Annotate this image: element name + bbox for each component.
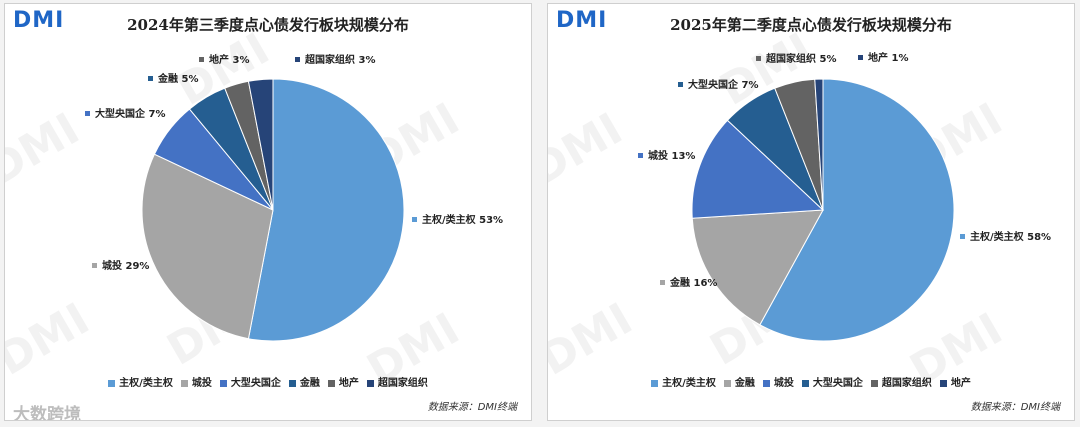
legend-label: 地产 <box>950 378 971 389</box>
source-note: 数据来源：DMI终端 <box>427 402 517 413</box>
legend-item: 地产 <box>327 374 359 389</box>
legend-swatch <box>870 379 878 387</box>
legend-label: 大型央国企 <box>812 378 863 389</box>
dmi-logo: DMI <box>556 8 608 33</box>
pie-chart: 主权/类主权 58% 金融 16% 城投 13% 大型央国企 7% 超国家组织 5% 地产… <box>638 51 1051 342</box>
legend-item: 地产 <box>939 374 971 389</box>
brand-overlay: 大数跨境 <box>13 405 81 421</box>
pie-chart: 主权/类主权 53% 城投 29% 大型央国企 7% 金融 5% 地产 3% 超国家组织 … <box>85 53 503 342</box>
data-label: 城投 13% <box>648 149 695 162</box>
source-note: 数据来源：DMI终端 <box>970 402 1060 413</box>
chart-legend: 主权/类主权 金融 城投 大型央国企 超国家组织 地产 <box>548 374 1074 389</box>
data-label-swatch <box>199 57 204 62</box>
legend-label: 金融 <box>299 378 320 389</box>
data-label-swatch <box>660 280 665 285</box>
data-label-swatch <box>295 57 300 62</box>
legend-item: 大型央国企 <box>801 374 863 389</box>
data-label-swatch <box>85 111 90 116</box>
legend-swatch <box>288 379 296 387</box>
legend-swatch <box>723 379 731 387</box>
pie-slice <box>759 78 955 342</box>
pie-slice <box>247 78 405 342</box>
chart-legend: 主权/类主权 城投 大型央国企 金融 地产 超国家组织 <box>5 374 531 389</box>
legend-label: 城投 <box>773 378 794 389</box>
legend-swatch <box>108 379 116 387</box>
data-label-swatch <box>960 234 965 239</box>
data-label-swatch <box>756 56 761 61</box>
pie-slice <box>247 78 274 211</box>
legend-label: 超国家组织 <box>377 378 428 389</box>
legend-swatch <box>180 379 188 387</box>
legend-label: 金融 <box>734 378 755 389</box>
data-label: 地产 1% <box>868 51 908 64</box>
legend-swatch <box>762 379 770 387</box>
data-label-swatch <box>92 263 97 268</box>
data-label: 超国家组织 5% <box>765 52 836 65</box>
legend-label: 超国家组织 <box>881 378 932 389</box>
legend-swatch <box>219 379 227 387</box>
legend-item: 超国家组织 <box>870 374 932 389</box>
legend-item: 主权/类主权 <box>108 374 173 389</box>
legend-label: 大型央国企 <box>230 378 281 389</box>
legend-label: 城投 <box>191 378 212 389</box>
legend-swatch <box>366 379 374 387</box>
pie-slice <box>814 78 824 211</box>
legend-label: 地产 <box>338 378 359 389</box>
data-label: 地产 3% <box>209 53 249 66</box>
data-label: 大型央国企 7% <box>95 107 165 120</box>
data-label-swatch <box>148 76 153 81</box>
data-label: 主权/类主权 58% <box>970 230 1051 243</box>
legend-label: 主权/类主权 <box>119 378 173 389</box>
pie-slice <box>141 153 274 340</box>
legend-swatch <box>801 379 809 387</box>
data-label-swatch <box>858 55 863 60</box>
legend-item: 城投 <box>762 374 794 389</box>
data-label: 大型央国企 7% <box>688 78 758 91</box>
data-label: 超国家组织 3% <box>304 53 375 66</box>
legend-label: 主权/类主权 <box>662 378 716 389</box>
legend-item: 金融 <box>288 374 320 389</box>
legend-item: 城投 <box>180 374 212 389</box>
chart-panel-2025q2: DMI DMI DMI DMI DMI DMI DMI 2025年第二季度点心债… <box>547 3 1075 421</box>
legend-item: 金融 <box>723 374 755 389</box>
data-label: 金融 5% <box>157 72 198 85</box>
data-label-swatch <box>638 153 643 158</box>
legend-item: 超国家组织 <box>366 374 428 389</box>
data-label: 主权/类主权 53% <box>422 213 503 226</box>
data-label: 城投 29% <box>102 259 149 272</box>
legend-swatch <box>651 379 659 387</box>
dmi-logo: DMI <box>13 8 65 33</box>
chart-title: 2025年第二季度点心债发行板块规模分布 <box>670 16 952 34</box>
legend-item: 主权/类主权 <box>651 374 716 389</box>
legend-swatch <box>939 379 947 387</box>
legend-item: 大型央国企 <box>219 374 281 389</box>
data-label: 金融 16% <box>669 276 717 289</box>
data-label-swatch <box>412 217 417 222</box>
pie-slice <box>691 209 824 326</box>
chart-title: 2024年第三季度点心债发行板块规模分布 <box>127 16 409 34</box>
data-label-swatch <box>678 82 683 87</box>
pie-slice <box>691 119 825 219</box>
legend-swatch <box>327 379 335 387</box>
chart-panel-2024q3: DMI DMI DMI DMI DMI DMI DMI 2024年第三季度点心债… <box>4 3 532 421</box>
